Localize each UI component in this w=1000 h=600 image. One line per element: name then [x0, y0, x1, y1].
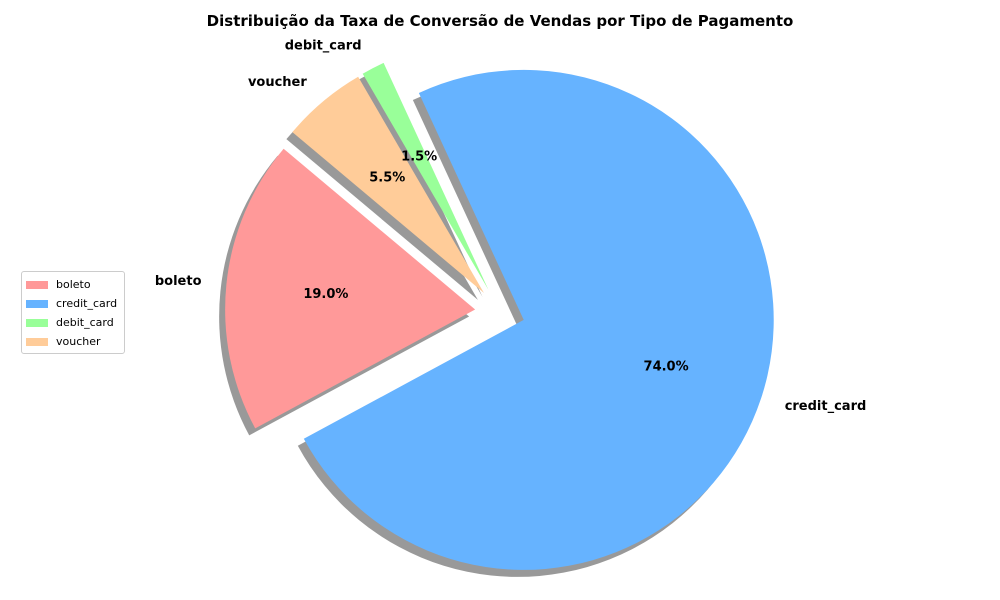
chart-title: Distribuição da Taxa de Conversão de Ven…	[206, 12, 794, 30]
legend-swatch-voucher	[26, 337, 48, 346]
legend-item-credit-card: credit_card	[22, 294, 124, 313]
legend-label-credit-card: credit_card	[56, 297, 118, 310]
legend-item-boleto: boleto	[22, 275, 124, 294]
legend-item-voucher: voucher	[22, 332, 124, 351]
pie-label-layer: boleto 19.0% credit_card 74.0% debit_card 1.5…	[155, 38, 866, 414]
pie-pct-label-boleto: 19.0%	[303, 287, 348, 302]
legend-swatch-credit-card	[26, 299, 48, 308]
pie-pct-label-credit-card: 74.0%	[644, 360, 689, 375]
legend-label-debit-card: debit_card	[56, 316, 114, 329]
pie-slice-boleto	[225, 148, 476, 429]
pie-pct-label-debit-card: 1.5%	[401, 149, 437, 164]
legend-item-debit-card: debit_card	[22, 313, 124, 332]
pie-pct-label-voucher: 5.5%	[369, 171, 405, 186]
legend-swatch-debit-card	[26, 318, 48, 327]
legend-label-boleto: boleto	[56, 278, 91, 291]
pie-label-boleto: boleto	[155, 274, 202, 289]
legend-label-voucher: voucher	[56, 335, 101, 348]
pie-slice-layer	[225, 62, 774, 570]
legend-swatch-boleto	[26, 280, 48, 289]
pie-slice-credit-card	[303, 69, 774, 570]
pie-label-debit-card: debit_card	[285, 38, 362, 53]
pie-slice-voucher	[292, 76, 484, 293]
pie-label-voucher: voucher	[248, 75, 307, 90]
pie-slice-debit-card	[362, 62, 489, 290]
pie-label-credit-card: credit_card	[785, 399, 867, 414]
